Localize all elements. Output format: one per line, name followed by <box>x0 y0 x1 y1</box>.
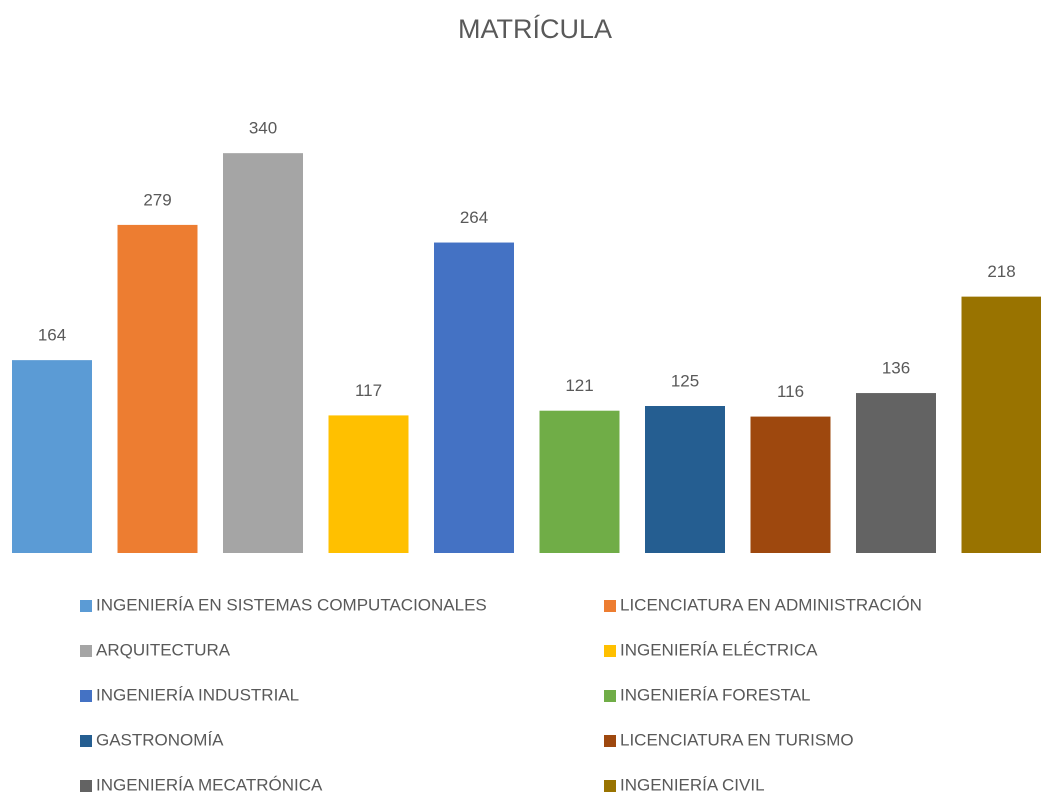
data-label: 279 <box>143 190 171 209</box>
legend-swatch <box>604 690 616 702</box>
legend-swatch <box>80 645 92 657</box>
legend-label: INGENIERÍA INDUSTRIAL <box>96 685 299 704</box>
legend-swatch <box>604 735 616 747</box>
data-label: 125 <box>671 371 699 390</box>
legend-label: LICENCIATURA EN TURISMO <box>620 730 854 749</box>
legend-swatch <box>80 735 92 747</box>
legend-swatch <box>80 690 92 702</box>
bar <box>961 296 1041 553</box>
legend-swatch <box>80 780 92 792</box>
bar <box>328 415 409 553</box>
data-label: 136 <box>882 359 910 378</box>
legend-swatch <box>80 600 92 612</box>
data-label: 340 <box>249 119 277 138</box>
bar <box>856 393 936 553</box>
bar <box>434 242 514 553</box>
legend-swatch <box>604 600 616 612</box>
legend-swatch <box>604 645 616 657</box>
data-label: 117 <box>355 381 382 400</box>
legend-label: GASTRONOMÍA <box>96 730 224 749</box>
legend-label: INGENIERÍA FORESTAL <box>620 685 811 704</box>
bar <box>645 406 725 553</box>
data-label: 218 <box>987 262 1015 281</box>
legend-swatch <box>604 780 616 792</box>
data-label: 121 <box>565 376 593 395</box>
legend-label: INGENIERÍA EN SISTEMAS COMPUTACIONALES <box>96 595 487 614</box>
legend-label: LICENCIATURA EN ADMINISTRACIÓN <box>620 595 922 614</box>
chart-title: MATRÍCULA <box>458 14 612 44</box>
bar <box>750 416 831 553</box>
bar <box>539 410 620 553</box>
data-label: 264 <box>460 208 488 227</box>
legend-label: INGENIERÍA ELÉCTRICA <box>620 640 818 659</box>
bar <box>223 153 303 553</box>
bar <box>117 224 198 553</box>
legend-label: ARQUITECTURA <box>96 640 231 659</box>
data-label: 164 <box>38 326 66 345</box>
legend-label: INGENIERÍA CIVIL <box>620 775 765 794</box>
bar <box>12 360 92 553</box>
data-label: 116 <box>777 382 804 401</box>
legend-label: INGENIERÍA MECATRÓNICA <box>96 775 323 794</box>
